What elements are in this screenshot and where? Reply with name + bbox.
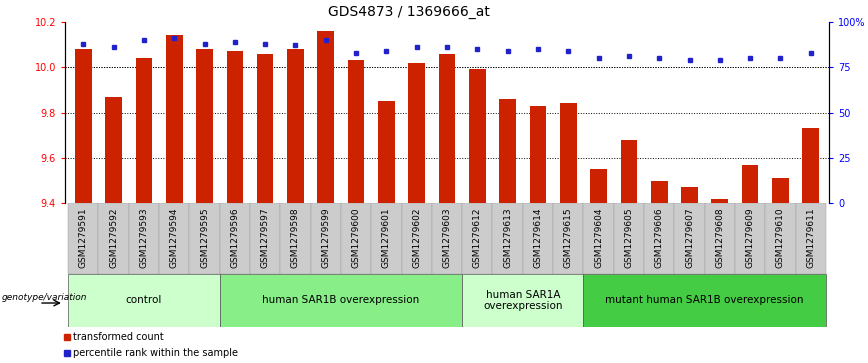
Text: GSM1279600: GSM1279600 (352, 207, 360, 268)
Text: GSM1279601: GSM1279601 (382, 207, 391, 268)
Bar (75, 49, 92, 203)
Text: GSM1279593: GSM1279593 (140, 207, 148, 268)
Text: GSM1279602: GSM1279602 (412, 207, 421, 268)
Text: human SAR1A
overexpression: human SAR1A overexpression (483, 290, 562, 311)
Bar (499, 99, 516, 203)
Bar (372, 203, 402, 274)
Bar (280, 203, 311, 274)
Bar (159, 203, 189, 274)
Bar (583, 274, 826, 327)
Bar (674, 203, 705, 274)
Bar (621, 140, 637, 203)
Bar (796, 203, 826, 274)
Bar (196, 49, 213, 203)
Bar (227, 51, 243, 203)
Bar (802, 129, 819, 203)
Bar (644, 203, 674, 274)
Bar (318, 31, 334, 203)
Bar (735, 203, 766, 274)
Text: GSM1279599: GSM1279599 (321, 207, 331, 268)
Bar (438, 53, 456, 203)
Bar (250, 203, 280, 274)
Text: mutant human SAR1B overexpression: mutant human SAR1B overexpression (605, 295, 804, 305)
Bar (705, 203, 735, 274)
Bar (287, 49, 304, 203)
Bar (462, 274, 583, 327)
Bar (469, 69, 486, 203)
Bar (432, 203, 462, 274)
Text: GSM1279592: GSM1279592 (109, 207, 118, 268)
Bar (166, 35, 182, 203)
Bar (128, 203, 159, 274)
Bar (402, 203, 432, 274)
Text: GSM1279609: GSM1279609 (746, 207, 754, 268)
Text: GSM1279611: GSM1279611 (806, 207, 815, 268)
Bar (773, 178, 789, 203)
Bar (651, 181, 667, 203)
Text: percentile rank within the sample: percentile rank within the sample (73, 348, 238, 358)
Bar (462, 203, 492, 274)
Bar (712, 199, 728, 203)
Text: GSM1279594: GSM1279594 (170, 207, 179, 268)
Text: GSM1279596: GSM1279596 (230, 207, 240, 268)
Bar (189, 203, 220, 274)
Bar (348, 60, 365, 203)
Bar (311, 203, 341, 274)
Text: GSM1279591: GSM1279591 (79, 207, 88, 268)
Bar (220, 203, 250, 274)
Text: GSM1279597: GSM1279597 (260, 207, 270, 268)
Bar (583, 203, 614, 274)
Text: GSM1279614: GSM1279614 (534, 207, 542, 268)
Bar (135, 58, 152, 203)
Bar (529, 106, 546, 203)
Bar (105, 97, 122, 203)
Text: GSM1279613: GSM1279613 (503, 207, 512, 268)
Text: GSM1279603: GSM1279603 (443, 207, 451, 268)
Bar (408, 62, 425, 203)
Text: GSM1279606: GSM1279606 (654, 207, 664, 268)
Bar (68, 203, 98, 274)
Bar (98, 203, 128, 274)
Bar (742, 165, 759, 203)
Text: GSM1279604: GSM1279604 (594, 207, 603, 268)
Text: control: control (126, 295, 162, 305)
Bar (614, 203, 644, 274)
Text: GSM1279598: GSM1279598 (291, 207, 300, 268)
Bar (220, 274, 462, 327)
Text: human SAR1B overexpression: human SAR1B overexpression (262, 295, 419, 305)
Bar (523, 203, 553, 274)
Bar (492, 203, 523, 274)
Bar (560, 103, 576, 203)
Bar (378, 101, 395, 203)
Bar (68, 274, 220, 327)
Text: GSM1279605: GSM1279605 (624, 207, 634, 268)
Bar (590, 169, 607, 203)
Text: GSM1279607: GSM1279607 (685, 207, 694, 268)
Text: GSM1279612: GSM1279612 (473, 207, 482, 268)
Text: transformed count: transformed count (73, 332, 163, 342)
Bar (341, 203, 372, 274)
Bar (553, 203, 583, 274)
Bar (766, 203, 796, 274)
Text: GSM1279615: GSM1279615 (563, 207, 573, 268)
Bar (681, 187, 698, 203)
Text: GSM1279608: GSM1279608 (715, 207, 724, 268)
Text: GSM1279610: GSM1279610 (776, 207, 785, 268)
Bar (257, 53, 273, 203)
Text: GSM1279595: GSM1279595 (200, 207, 209, 268)
Text: genotype/variation: genotype/variation (1, 293, 87, 302)
Title: GDS4873 / 1369666_at: GDS4873 / 1369666_at (328, 5, 490, 19)
